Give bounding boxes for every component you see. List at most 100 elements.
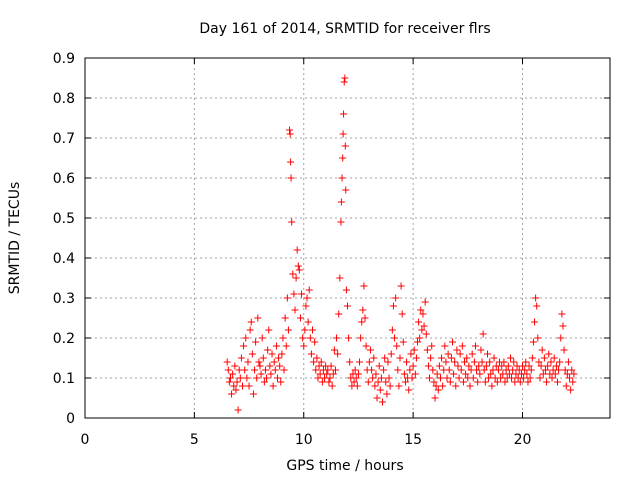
data-point-marker: [566, 374, 574, 382]
data-point-marker: [418, 326, 426, 334]
data-point-marker: [535, 358, 543, 366]
data-point-marker: [379, 398, 386, 406]
data-point-marker: [506, 354, 514, 362]
data-point-marker: [287, 174, 295, 182]
data-point-marker: [346, 358, 354, 366]
data-point-marker: [556, 358, 564, 366]
data-point-marker: [400, 370, 408, 378]
data-point-marker: [532, 294, 540, 302]
data-point-marker: [508, 374, 516, 382]
data-point-marker: [428, 342, 436, 350]
y-tick-label: 0.8: [53, 91, 75, 107]
data-point-marker: [312, 366, 320, 374]
data-point-marker: [292, 274, 300, 282]
data-point-marker: [454, 362, 462, 370]
data-point-marker: [335, 310, 343, 318]
data-point-marker: [372, 370, 380, 378]
data-point-marker: [246, 326, 254, 334]
data-point-marker: [263, 374, 271, 382]
data-point-marker: [391, 334, 399, 342]
data-point-marker: [237, 354, 245, 362]
data-point-marker: [389, 302, 397, 310]
data-point-marker: [405, 386, 413, 394]
data-point-marker: [371, 382, 379, 390]
data-point-marker: [280, 366, 288, 374]
data-point-marker: [317, 358, 325, 366]
data-point-marker: [224, 366, 232, 374]
data-point-marker: [419, 310, 427, 318]
data-point-marker: [281, 314, 289, 322]
data-point-marker: [339, 154, 347, 162]
data-point-marker: [328, 382, 336, 390]
data-point-marker: [433, 370, 441, 378]
data-point-marker: [424, 362, 432, 370]
data-point-marker: [374, 378, 382, 386]
data-point-marker: [387, 350, 395, 358]
plot-frame: [84, 57, 611, 419]
data-point-marker: [271, 366, 279, 374]
data-point-marker: [240, 342, 248, 350]
data-point-marker: [446, 378, 454, 386]
data-point-marker: [471, 342, 479, 350]
data-point-marker: [500, 358, 508, 366]
data-point-marker: [569, 378, 577, 386]
data-point-marker: [478, 358, 486, 366]
data-point-marker: [551, 370, 559, 378]
data-point-marker: [516, 378, 524, 386]
data-point-marker: [311, 338, 319, 346]
data-point-marker: [414, 338, 421, 346]
data-point-marker: [524, 378, 532, 386]
data-point-marker: [541, 366, 549, 374]
data-point-marker: [259, 354, 267, 362]
data-point-marker: [406, 366, 414, 374]
y-tick-label: 0: [66, 411, 75, 427]
data-point-marker: [417, 306, 425, 314]
data-point-marker: [373, 394, 381, 402]
data-point-marker: [438, 354, 446, 362]
data-point-marker: [477, 346, 485, 354]
data-point-marker: [247, 318, 255, 326]
data-point-marker: [547, 358, 555, 366]
data-point-marker: [253, 374, 261, 382]
y-tick-label: 0.3: [53, 291, 75, 307]
data-point-marker: [538, 346, 546, 354]
data-point-marker: [509, 366, 517, 374]
data-point-marker: [570, 370, 578, 378]
data-point-marker: [323, 370, 331, 378]
data-point-marker: [410, 346, 418, 354]
data-point-marker: [344, 302, 351, 310]
data-point-marker: [232, 386, 240, 394]
data-point-marker: [380, 366, 388, 374]
data-point-marker: [548, 374, 556, 382]
data-point-marker: [554, 378, 561, 386]
data-point-marker: [377, 374, 385, 382]
data-point-marker: [270, 358, 278, 366]
data-point-marker: [362, 342, 370, 350]
data-point-marker: [340, 110, 348, 118]
data-point-marker: [358, 318, 366, 326]
data-point-marker: [361, 314, 369, 322]
data-point-marker: [520, 374, 528, 382]
data-point-marker: [564, 358, 572, 366]
data-point-marker: [493, 378, 501, 386]
x-tick-label: 20: [514, 432, 532, 448]
data-point-marker: [545, 350, 553, 358]
x-tick-label: 10: [295, 432, 313, 448]
data-point-marker: [356, 358, 364, 366]
data-point-marker: [539, 370, 547, 378]
data-point-marker: [544, 362, 552, 370]
data-point-marker: [397, 282, 405, 290]
data-point-marker: [485, 374, 493, 382]
data-point-marker: [385, 374, 393, 382]
data-point-marker: [426, 374, 434, 382]
data-point-marker: [432, 382, 440, 390]
data-point-marker: [340, 78, 348, 86]
data-point-marker: [388, 326, 396, 334]
data-point-marker: [498, 362, 506, 370]
data-point-marker: [303, 294, 311, 302]
data-point-marker: [316, 370, 324, 378]
data-point-marker: [277, 378, 285, 386]
data-point-marker: [429, 366, 437, 374]
data-point-marker: [528, 354, 536, 362]
data-point-marker: [241, 366, 249, 374]
